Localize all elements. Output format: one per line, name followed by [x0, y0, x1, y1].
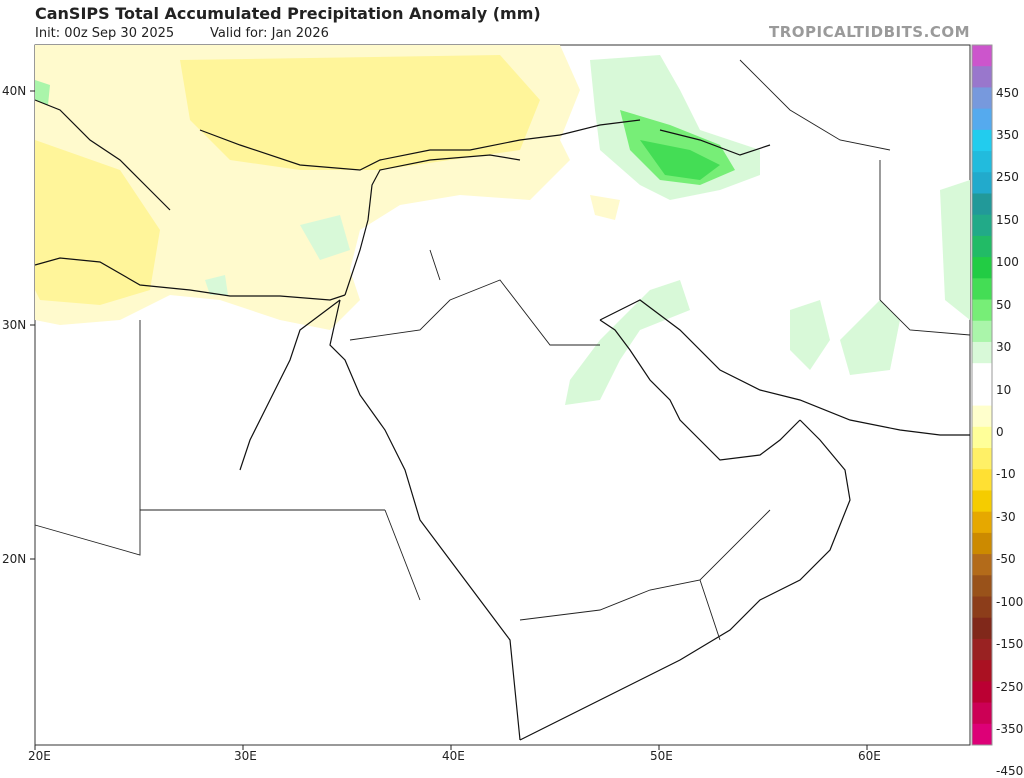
- colorbar-swatch: [972, 596, 992, 619]
- colorbar-swatch: [972, 363, 992, 385]
- colorbar-label: 350: [996, 128, 1019, 143]
- colorbar-swatch: [972, 193, 992, 216]
- colorbar-swatch: [972, 45, 992, 67]
- colorbar-outline: [971, 44, 993, 746]
- colorbar-label: -150: [996, 637, 1024, 652]
- colorbar-swatch: [972, 681, 992, 704]
- colorbar-label: 0: [996, 425, 1004, 439]
- colorbar-swatch: [972, 299, 992, 322]
- colorbar-label: -10: [996, 467, 1016, 482]
- colorbar-swatch: [972, 448, 992, 470]
- colorbar-label: 50: [996, 297, 1012, 312]
- colorbar-label: 450: [996, 85, 1019, 100]
- colorbar-swatch: [972, 320, 992, 343]
- lon-label: 50E: [650, 749, 673, 763]
- colorbar-label: -450: [996, 764, 1024, 778]
- colorbar-swatch: [972, 172, 992, 194]
- colorbar-swatch: [972, 469, 992, 491]
- lat-label: 30N: [2, 318, 27, 332]
- lon-label: 20E: [28, 749, 51, 763]
- colorbar-swatch: [972, 151, 992, 173]
- colorbar-swatch: [972, 490, 992, 513]
- colorbar-swatch: [972, 257, 992, 279]
- lat-label: 40N: [2, 84, 27, 98]
- colorbar-swatch: [972, 426, 992, 449]
- dry-anomaly-areas: [35, 45, 620, 330]
- colorbar-swatch: [972, 660, 992, 682]
- colorbar-swatch: [972, 511, 992, 534]
- colorbar-label: 30: [996, 340, 1012, 355]
- colorbar-label: 100: [996, 255, 1019, 270]
- colorbar-label: -100: [996, 594, 1024, 609]
- lon-label: 40E: [442, 749, 465, 763]
- colorbar: [971, 44, 993, 746]
- colorbar-label: -30: [996, 509, 1016, 524]
- valid-time: Valid for: Jan 2026: [210, 26, 329, 41]
- brand-watermark: TROPICALTIDBITS.COM: [769, 23, 970, 41]
- colorbar-swatch: [972, 341, 992, 364]
- lon-label: 30E: [234, 749, 257, 763]
- map-title: CanSIPS Total Accumulated Precipitation …: [35, 4, 541, 23]
- colorbar-swatch: [972, 87, 992, 110]
- colorbar-label: 10: [996, 382, 1012, 397]
- colorbar-label: 150: [996, 212, 1019, 227]
- colorbar-label: -250: [996, 679, 1024, 694]
- colorbar-label: -350: [996, 721, 1024, 736]
- colorbar-swatch: [972, 702, 992, 725]
- colorbar-label: 250: [996, 170, 1019, 185]
- lon-label: 60E: [858, 749, 881, 763]
- colorbar-swatch: [972, 384, 992, 407]
- lat-label: 20N: [2, 552, 27, 566]
- borders: [34, 59, 971, 641]
- colorbar-swatch: [972, 129, 992, 152]
- colorbar-swatch: [972, 638, 992, 661]
- colorbar-swatch: [972, 405, 992, 428]
- colorbar-swatch: [972, 554, 992, 576]
- init-time: Init: 00z Sep 30 2025: [35, 26, 175, 41]
- colorbar-swatch: [972, 108, 992, 131]
- colorbar-swatch: [972, 575, 992, 598]
- colorbar-label: -50: [996, 552, 1016, 567]
- colorbar-swatch: [972, 617, 992, 640]
- colorbar-swatch: [972, 66, 992, 88]
- colorbar-swatch: [972, 532, 992, 555]
- colorbar-swatch: [972, 214, 992, 237]
- colorbar-swatch: [972, 235, 992, 258]
- coastlines: [34, 99, 970, 741]
- colorbar-swatch: [972, 278, 992, 301]
- axis-ticks: [30, 90, 868, 750]
- wet-anomaly-areas: [35, 55, 970, 405]
- colorbar-swatch: [972, 723, 992, 746]
